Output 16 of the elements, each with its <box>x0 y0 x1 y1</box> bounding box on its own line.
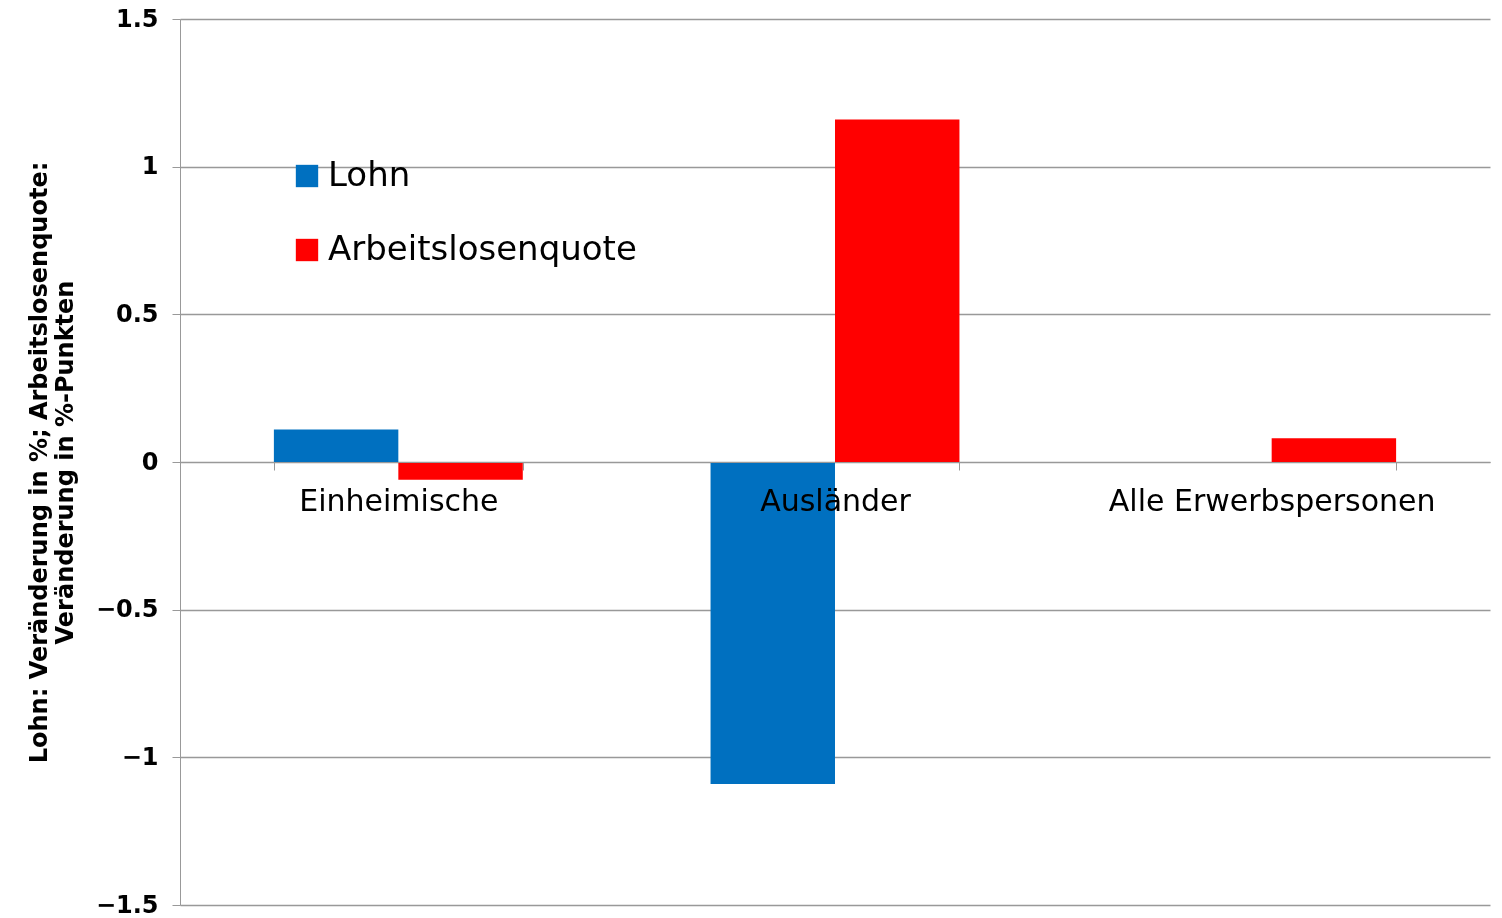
legend-label: Lohn <box>328 154 411 194</box>
y-axis-title: Lohn: Veränderung in %; Arbeitslosenquote: Veränderung in %-Punkten <box>24 161 79 764</box>
x-tick-label: Einheimische <box>299 482 499 518</box>
legend-label: Arbeitslosenquote <box>328 228 637 268</box>
bar <box>273 429 399 462</box>
bar <box>1271 438 1397 462</box>
y-tick-label: −1.5 <box>95 890 159 918</box>
y-tick-label: 1.5 <box>115 4 159 33</box>
bar <box>398 462 523 480</box>
y-tick-label: −0.5 <box>95 595 159 624</box>
bar <box>835 119 960 462</box>
y-tick-label: −1 <box>121 742 159 771</box>
y-tick-label: 1 <box>141 152 159 181</box>
y-tick-label: 0.5 <box>115 299 159 328</box>
y-tick-label: 0 <box>141 447 159 476</box>
x-tick-label: Alle Erwerbspersonen <box>1108 482 1436 518</box>
